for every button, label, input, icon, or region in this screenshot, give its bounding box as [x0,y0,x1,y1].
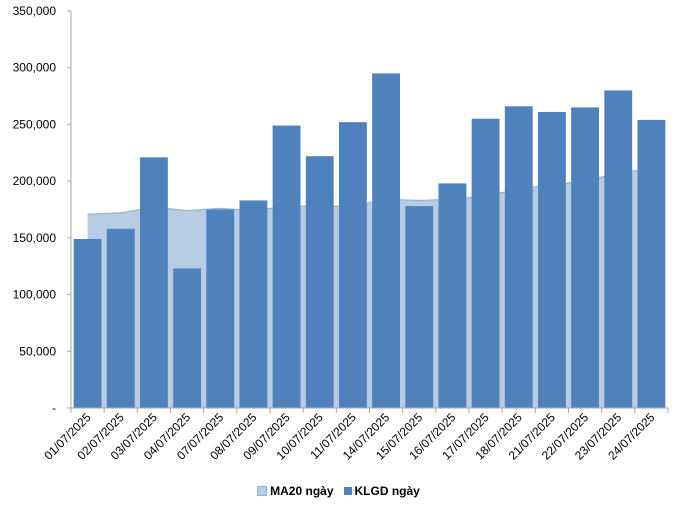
ma20-area [88,169,652,408]
y-tick-label: 150,000 [13,231,57,245]
y-tick-label: 50,000 [19,344,56,358]
legend-swatch-klgd [344,487,352,495]
klgd-bar [505,106,533,408]
y-tick-label: 350,000 [13,4,57,18]
klgd-bar [604,90,632,408]
y-tick-label: 200,000 [13,174,57,188]
klgd-bar [405,206,433,408]
klgd-bar [306,156,334,408]
klgd-bar [339,122,367,408]
legend-label-ma20: MA20 ngày [270,484,333,498]
klgd-bar [438,183,466,408]
y-tick-label: 300,000 [13,61,57,75]
legend-swatch-ma20 [257,486,267,496]
klgd-bar [206,210,234,409]
klgd-bar [372,73,400,408]
legend-item-klgd: KLGD ngày [344,484,420,498]
y-tick-label: - [52,401,56,415]
legend-item-ma20: MA20 ngày [257,484,333,498]
klgd-bar [637,120,665,408]
klgd-bar [74,239,102,408]
klgd-bar [472,119,500,408]
klgd-bar [571,107,599,408]
legend-label-klgd: KLGD ngày [355,484,420,498]
klgd-bar [538,112,566,408]
klgd-bar [140,157,168,408]
klgd-bar [273,126,301,408]
legend: MA20 ngày KLGD ngày [0,484,677,498]
klgd-bar [239,200,267,408]
klgd-bar [173,268,201,408]
y-tick-label: 250,000 [13,117,57,131]
klgd-bar [107,229,135,408]
y-tick-label: 100,000 [13,288,57,302]
